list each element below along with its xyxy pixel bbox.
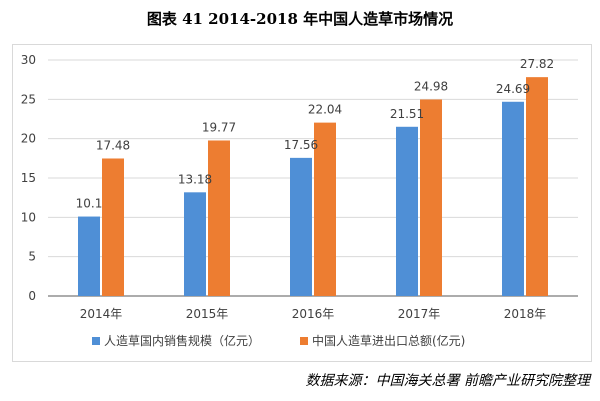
bar-series-2 bbox=[102, 158, 124, 296]
bars bbox=[78, 77, 548, 297]
x-tick-label: 2017年 bbox=[398, 307, 441, 321]
gridlines bbox=[48, 59, 578, 297]
data-label: 24.69 bbox=[496, 82, 530, 96]
data-label: 17.48 bbox=[96, 138, 130, 152]
y-axis-ticks: 0 5 10 15 20 25 30 bbox=[21, 53, 36, 303]
data-label: 13.18 bbox=[178, 172, 212, 186]
bar-series-2 bbox=[314, 122, 336, 296]
figure-caption: 图表 41 2014-2018 年中国人造草市场情况 bbox=[146, 10, 454, 28]
y-tick-label: 25 bbox=[21, 92, 36, 106]
y-tick-label: 15 bbox=[21, 171, 36, 185]
bar-series-2 bbox=[526, 77, 548, 297]
data-labels: 10.1 17.48 13.18 19.77 17.56 22.04 21.51 24.98 2… bbox=[76, 57, 555, 210]
chart-frame bbox=[12, 44, 592, 362]
legend-swatch bbox=[300, 337, 308, 345]
x-axis-ticks: 2014年 2015年 2016年 2017年 2018年 bbox=[80, 307, 547, 321]
data-label: 17.56 bbox=[284, 138, 318, 152]
y-tick-label: 0 bbox=[28, 289, 36, 303]
x-tick-label: 2016年 bbox=[292, 307, 335, 321]
y-tick-label: 20 bbox=[21, 132, 36, 146]
data-label: 22.04 bbox=[308, 103, 342, 117]
data-label: 19.77 bbox=[202, 120, 236, 134]
legend-label: 人造草国内销售规模（亿元） bbox=[104, 333, 260, 348]
legend-label: 中国人造草进出口总额(亿元) bbox=[312, 333, 465, 348]
y-tick-label: 30 bbox=[21, 53, 36, 67]
data-label: 21.51 bbox=[390, 107, 424, 121]
bar-series-1 bbox=[78, 216, 100, 296]
data-label: 24.98 bbox=[414, 79, 448, 93]
y-tick-label: 10 bbox=[21, 210, 36, 224]
source-note: 数据来源：中国海关总署 前瞻产业研究院整理 bbox=[305, 373, 590, 389]
bar-series-1 bbox=[396, 126, 418, 297]
bar-series-1 bbox=[290, 157, 312, 296]
data-label: 27.82 bbox=[520, 57, 554, 71]
y-tick-label: 5 bbox=[28, 250, 36, 264]
bar-series-1 bbox=[184, 192, 206, 296]
x-tick-label: 2018年 bbox=[504, 307, 547, 321]
bar-series-2 bbox=[208, 140, 230, 296]
legend: 人造草国内销售规模（亿元） 中国人造草进出口总额(亿元) bbox=[92, 333, 465, 348]
legend-swatch bbox=[92, 337, 100, 345]
bar-series-1 bbox=[502, 101, 524, 296]
bar-series-2 bbox=[420, 99, 442, 297]
data-label: 10.1 bbox=[76, 197, 103, 211]
x-tick-label: 2014年 bbox=[80, 307, 123, 321]
x-tick-label: 2015年 bbox=[186, 307, 229, 321]
